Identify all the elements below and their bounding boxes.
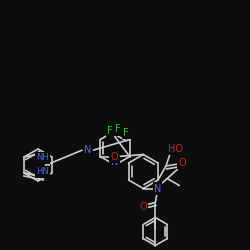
- Text: F: F: [115, 124, 120, 134]
- Text: N: N: [154, 184, 161, 194]
- Text: O: O: [178, 158, 186, 168]
- Text: F: F: [107, 126, 112, 136]
- Text: HN: HN: [36, 168, 48, 176]
- Text: N: N: [84, 145, 92, 155]
- Text: HO: HO: [168, 144, 184, 154]
- Text: N: N: [111, 157, 119, 167]
- Text: F: F: [123, 128, 128, 138]
- Text: O: O: [110, 152, 118, 162]
- Text: O: O: [140, 202, 147, 212]
- Text: NH: NH: [36, 154, 48, 162]
